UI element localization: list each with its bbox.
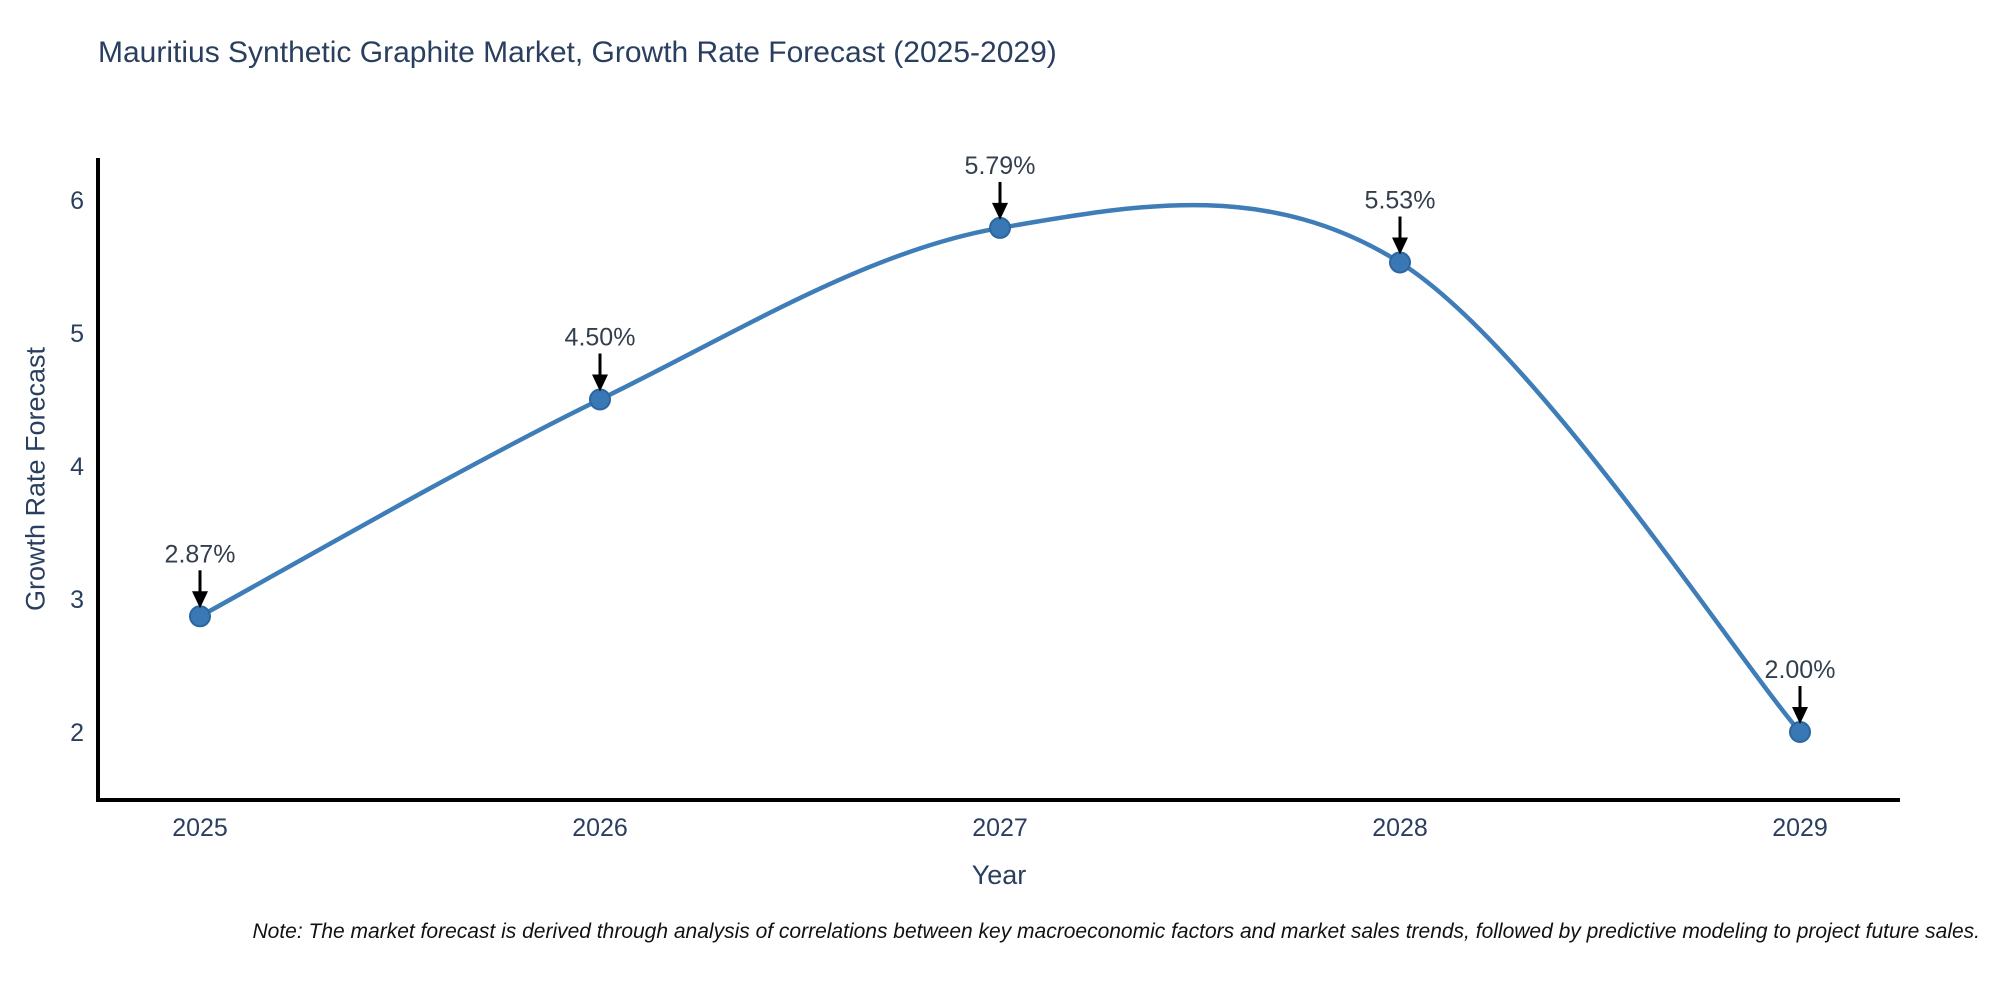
x-tick-label: 2028 (1372, 814, 1428, 842)
annotation-arrow-head (1792, 707, 1808, 724)
y-tick-label: 6 (70, 187, 84, 215)
x-axis-title: Year (971, 860, 1027, 890)
y-tick-label: 5 (70, 320, 84, 348)
point-value-label: 5.53% (1365, 187, 1436, 215)
y-tick-label: 4 (70, 453, 84, 481)
data-point-marker (189, 605, 211, 628)
x-tick-label: 2027 (972, 814, 1028, 842)
data-point-marker (1789, 721, 1811, 743)
y-tick-label: 2 (70, 719, 84, 747)
data-point-marker (1389, 251, 1411, 274)
y-tick-label: 3 (70, 586, 84, 614)
x-tick-label: 2026 (572, 814, 628, 842)
data-point-marker (989, 216, 1011, 239)
x-tick-label: 2029 (1772, 814, 1828, 842)
data-point-marker (589, 388, 611, 411)
point-value-label: 5.79% (965, 152, 1036, 180)
footnote: Note: The market forecast is derived thr… (252, 920, 1981, 943)
annotation-arrow-head (192, 591, 208, 609)
point-value-label: 4.50% (565, 324, 636, 352)
annotation-arrow-head (992, 202, 1008, 220)
annotation-arrow-head (1392, 237, 1408, 255)
point-value-label: 2.00% (1765, 656, 1836, 684)
annotation-arrow-head (592, 374, 608, 392)
chart-title: Mauritius Synthetic Graphite Market, Gro… (98, 36, 1057, 69)
x-tick-label: 2025 (172, 814, 228, 842)
point-value-label: 2.87% (165, 540, 236, 568)
forecast-line (197, 202, 1803, 735)
